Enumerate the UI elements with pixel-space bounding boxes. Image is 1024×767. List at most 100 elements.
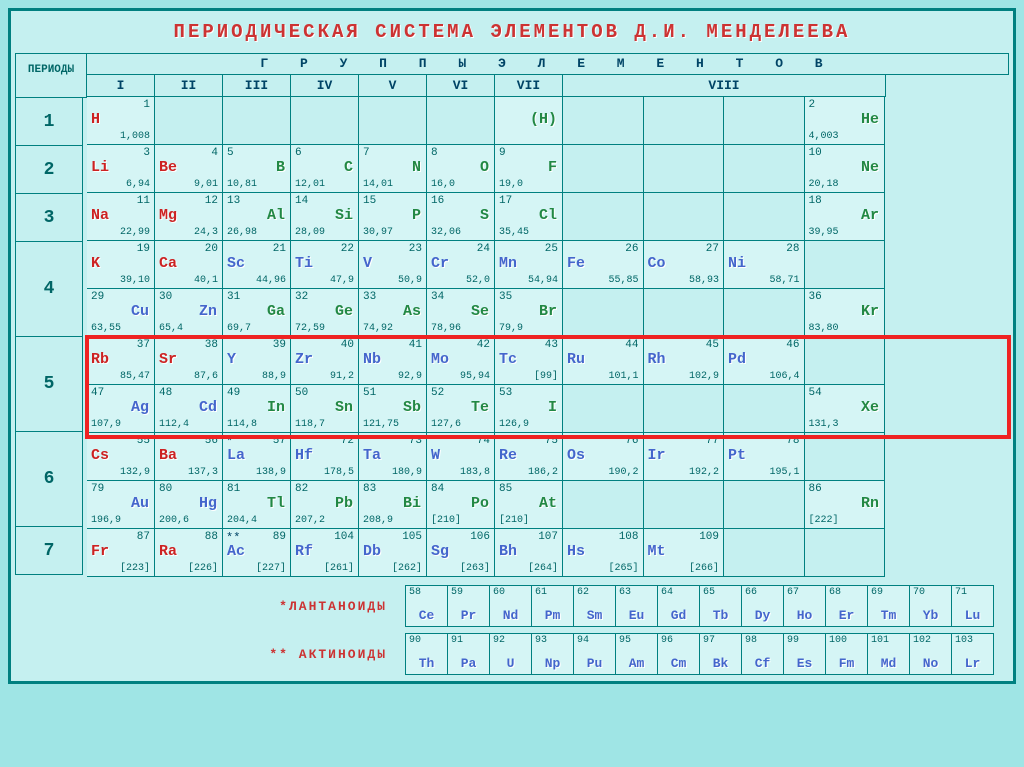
- atomic-number: 94: [577, 635, 589, 646]
- period-label-5: 5: [15, 337, 83, 432]
- empty-cell: [563, 289, 644, 337]
- atomic-number: 92: [493, 635, 505, 646]
- element-cell-Gd: 64Gd: [657, 585, 700, 627]
- element-cell-Rh: Rh45102,9: [644, 337, 725, 385]
- atomic-number: 22: [341, 243, 354, 255]
- element-cell-Bk: 97Bk: [699, 633, 742, 675]
- element-symbol: Sr: [159, 351, 177, 368]
- element-symbol: Nd: [490, 608, 531, 623]
- atomic-mass: 16,0: [431, 179, 455, 190]
- element-cell-Tc: Tc43[99]: [495, 337, 563, 385]
- element-symbol: Pa: [448, 656, 489, 671]
- element-symbol: Na: [91, 207, 109, 224]
- atomic-mass: [210]: [431, 515, 461, 526]
- element-cell-Mn: Mn2554,94: [495, 241, 563, 289]
- atomic-number: 106: [470, 531, 490, 543]
- atomic-number: 37: [137, 339, 150, 351]
- atomic-number: 82: [295, 483, 308, 495]
- empty-cell: [644, 289, 725, 337]
- element-symbol: Ho: [784, 608, 825, 623]
- atomic-number: 51: [363, 387, 376, 399]
- element-cell-Hs: Hs108[265]: [563, 529, 644, 577]
- atomic-mass: [264]: [528, 563, 558, 574]
- atomic-number: 72: [341, 435, 354, 447]
- element-cell-Bi: Bi83208,9: [359, 481, 427, 529]
- atomic-number: 39: [273, 339, 286, 351]
- atomic-number: 38: [205, 339, 218, 351]
- atomic-mass: 55,85: [608, 275, 638, 286]
- atomic-number: 103: [955, 635, 973, 646]
- element-cell-Ho: 67Ho: [783, 585, 826, 627]
- element-symbol: Ne: [861, 159, 879, 176]
- element-cell-Md: 101Md: [867, 633, 910, 675]
- element-cell-Li: Li36,94: [87, 145, 155, 193]
- element-symbol: Hg: [199, 495, 217, 512]
- empty-cell: [724, 289, 805, 337]
- group-header-VI: VI: [427, 75, 495, 97]
- element-symbol: At: [539, 495, 557, 512]
- atomic-number: 15: [363, 195, 376, 207]
- element-symbol: Es: [784, 656, 825, 671]
- element-cell-Tb: 65Tb: [699, 585, 742, 627]
- element-cell-Cl: Cl1735,45: [495, 193, 563, 241]
- element-cell-He: He24,003: [805, 97, 886, 145]
- element-symbol: Po: [471, 495, 489, 512]
- element-symbol: Y: [227, 351, 236, 368]
- atomic-number: 83: [363, 483, 376, 495]
- element-cell-Er: 68Er: [825, 585, 868, 627]
- atomic-number: 90: [409, 635, 421, 646]
- element-row: Cs55132,9Ba56137,3*La57138,9Hf72178,5Ta7…: [87, 433, 1009, 481]
- empty-cell: [644, 385, 725, 433]
- atomic-mass: 72,59: [295, 323, 325, 334]
- empty-cell: [724, 145, 805, 193]
- element-symbol: Cs: [91, 447, 109, 464]
- atomic-number: 25: [545, 243, 558, 255]
- element-cell-Xe: Xe54131,3: [805, 385, 886, 433]
- empty-cell: [155, 97, 223, 145]
- atomic-mass: 106,4: [769, 371, 799, 382]
- atomic-number: 53: [499, 387, 512, 399]
- atomic-number: 59: [451, 587, 463, 598]
- atomic-mass: [227]: [256, 563, 286, 574]
- lanthanide-row: *ЛАНТАНОИДЫ 58Ce59Pr60Nd61Pm62Sm63Eu64Gd…: [15, 585, 1009, 627]
- element-symbol: Gd: [658, 608, 699, 623]
- atomic-mass: 54,94: [528, 275, 558, 286]
- element-cell-Po: Po84[210]: [427, 481, 495, 529]
- empty-cell: [724, 481, 805, 529]
- empty-cell: [563, 481, 644, 529]
- atomic-number: 105: [402, 531, 422, 543]
- element-cell-Sg: Sg106[263]: [427, 529, 495, 577]
- atomic-number: 19: [137, 243, 150, 255]
- atomic-mass: 74,92: [363, 323, 393, 334]
- element-symbol: Md: [868, 656, 909, 671]
- element-cell-Ti: Ti2247,9: [291, 241, 359, 289]
- atomic-number: 21: [273, 243, 286, 255]
- element-symbol: No: [910, 656, 951, 671]
- element-cell-Ge: Ge3272,59: [291, 289, 359, 337]
- atomic-number: 2: [809, 99, 816, 111]
- atomic-mass: 35,45: [499, 227, 529, 238]
- atomic-mass: 6,94: [126, 179, 150, 190]
- atomic-mass: 44,96: [256, 275, 286, 286]
- atomic-number: 96: [661, 635, 673, 646]
- element-symbol: Ga: [267, 303, 285, 320]
- element-symbol: Cf: [742, 656, 783, 671]
- element-cell-Al: Al1326,98: [223, 193, 291, 241]
- element-cell-W: W74183,8: [427, 433, 495, 481]
- element-symbol: Pm: [532, 608, 573, 623]
- atomic-number: 98: [745, 635, 757, 646]
- atomic-number: 4: [211, 147, 218, 159]
- element-cell-U: 92U: [489, 633, 532, 675]
- empty-cell: [427, 97, 495, 145]
- table-title: ПЕРИОДИЧЕСКАЯ СИСТЕМА ЭЛЕМЕНТОВ Д.И. МЕН…: [15, 17, 1009, 53]
- atomic-mass: 39,10: [120, 275, 150, 286]
- element-symbol: Te: [471, 399, 489, 416]
- element-symbol: Rh: [648, 351, 666, 368]
- atomic-mass: 40,1: [194, 275, 218, 286]
- element-symbol: Cr: [431, 255, 449, 272]
- element-symbol: Bi: [403, 495, 421, 512]
- element-symbol: Sc: [227, 255, 245, 272]
- element-cell-Sb: Sb51121,75: [359, 385, 427, 433]
- atomic-mass: 114,8: [227, 419, 257, 430]
- group-header-II: II: [155, 75, 223, 97]
